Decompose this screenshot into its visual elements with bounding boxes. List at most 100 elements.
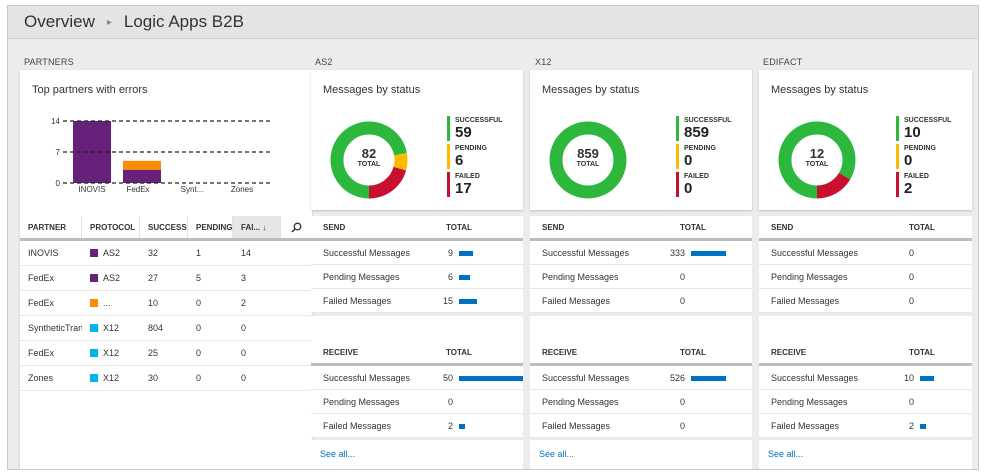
- as2-donut-chart: [330, 121, 408, 199]
- as2-donut-segment-pending[interactable]: [330, 121, 408, 199]
- partners-chart-title: Top partners with errors: [32, 84, 148, 96]
- protocol-label: X12: [103, 373, 120, 383]
- total-heading: TOTAL: [446, 222, 472, 232]
- cell-success: 10: [148, 298, 159, 308]
- total-heading: TOTAL: [909, 222, 935, 232]
- column-header-partner[interactable]: PARTNER: [20, 216, 82, 238]
- cell-protocol: AS2: [82, 248, 140, 258]
- x12-donut-total: 859 TOTAL: [563, 147, 613, 169]
- cell-partner: SyntheticTrans: [28, 323, 82, 333]
- list-item[interactable]: Successful Messages 0: [759, 241, 972, 265]
- as2-donut-segment-failed[interactable]: [330, 121, 408, 199]
- table-row[interactable]: FedEx AS2 27 5 3: [20, 266, 312, 291]
- legend-color-bar: [896, 116, 899, 141]
- list-item[interactable]: Pending Messages 0: [759, 390, 972, 414]
- cell-partner: FedEx: [28, 298, 55, 308]
- edifact-status-title: Messages by status: [771, 84, 869, 96]
- edifact-see-all-link[interactable]: See all...: [768, 449, 804, 459]
- receive-list-header: RECEIVE TOTAL: [530, 341, 752, 366]
- message-label: Successful Messages: [323, 248, 411, 258]
- legend-label: SUCCESSFUL: [455, 117, 503, 124]
- legend-value: 0: [684, 180, 693, 197]
- list-item[interactable]: Failed Messages 2: [311, 414, 523, 438]
- column-header-pending[interactable]: PENDING: [188, 216, 233, 238]
- protocol-color-swatch: [90, 249, 98, 257]
- legend-value: 0: [684, 152, 693, 169]
- message-label: Failed Messages: [771, 421, 840, 431]
- legend-value: 10: [904, 124, 921, 141]
- protocol-color-swatch: [90, 374, 98, 382]
- list-item[interactable]: Failed Messages 0: [530, 289, 752, 313]
- list-item[interactable]: Pending Messages 6: [311, 265, 523, 289]
- table-header: PARTNER PROTOCOL SUCCESS PENDING FAI... …: [20, 216, 312, 241]
- send-list-header: SEND TOTAL: [759, 216, 972, 241]
- list-item[interactable]: Pending Messages 0: [530, 265, 752, 289]
- list-item[interactable]: Failed Messages 15: [311, 289, 523, 313]
- breadcrumb: Overview ▸ Logic Apps B2B: [8, 6, 978, 39]
- section-title-partners: PARTNERS: [24, 57, 74, 67]
- message-count: 0: [679, 421, 685, 431]
- list-item[interactable]: Successful Messages 526: [530, 366, 752, 390]
- column-header-protocol[interactable]: PROTOCOL: [82, 216, 140, 238]
- bar-fedex-series-0[interactable]: [123, 169, 161, 183]
- list-item[interactable]: Successful Messages 50: [311, 366, 523, 390]
- message-count-bar: [459, 275, 470, 280]
- send-list-header: SEND TOTAL: [311, 216, 523, 241]
- legend-item-failed: FAILED 0: [676, 172, 731, 200]
- legend-label: PENDING: [684, 145, 716, 152]
- list-item[interactable]: Pending Messages 0: [759, 265, 972, 289]
- partners-bar-chart: 14 7 0 INOVIS FedEx Synt... Zones: [51, 117, 270, 194]
- x12-footer: [530, 440, 752, 469]
- message-count: 526: [669, 373, 685, 383]
- legend-value: 2: [904, 180, 913, 197]
- message-label: Pending Messages: [771, 397, 848, 407]
- list-item[interactable]: Pending Messages 0: [530, 390, 752, 414]
- legend-color-bar: [447, 144, 450, 169]
- message-label: Failed Messages: [771, 296, 840, 306]
- cell-failed: 3: [241, 273, 247, 283]
- list-item[interactable]: Successful Messages 333: [530, 241, 752, 265]
- list-item[interactable]: Successful Messages 10: [759, 366, 972, 390]
- search-icon[interactable]: [281, 216, 312, 238]
- cell-protocol: AS2: [82, 273, 140, 283]
- bar-fedex-series-1[interactable]: [123, 160, 161, 170]
- legend-item-pending: PENDING 0: [896, 144, 951, 172]
- message-count: 2: [447, 421, 453, 431]
- table-row[interactable]: Zones X12 30 0 0: [20, 366, 312, 391]
- cell-pending: 1: [196, 248, 202, 258]
- legend-color-bar: [896, 144, 899, 169]
- column-header-success[interactable]: SUCCESS: [140, 216, 188, 238]
- list-item[interactable]: Successful Messages 9: [311, 241, 523, 265]
- as2-status-card: Messages by status 82 TOTAL SUCCESSFUL 59 PEN…: [311, 70, 523, 210]
- x-label-zones: Zones: [231, 185, 253, 194]
- list-item[interactable]: Failed Messages 0: [759, 289, 972, 313]
- table-row[interactable]: FedEx... 10 0 2: [20, 291, 312, 316]
- x12-see-all-link[interactable]: See all...: [539, 449, 575, 459]
- protocol-color-swatch: [90, 274, 98, 282]
- list-item[interactable]: Failed Messages 2: [759, 414, 972, 438]
- message-label: Pending Messages: [771, 272, 848, 282]
- cell-pending: 0: [196, 373, 202, 383]
- as2-status-legend: SUCCESSFUL 59 PENDING 6 FAILED 17: [447, 116, 502, 200]
- edifact-donut-segment-failed[interactable]: [778, 121, 856, 199]
- legend-value: 0: [904, 152, 913, 169]
- list-spacer: [311, 316, 523, 341]
- as2-see-all-link[interactable]: See all...: [320, 449, 356, 459]
- cell-protocol: ...: [82, 298, 140, 308]
- cell-success: 32: [148, 248, 159, 258]
- table-row[interactable]: INOVIS AS2 32 1 14: [20, 241, 312, 266]
- table-row[interactable]: FedEx X12 25 0 0: [20, 341, 312, 366]
- edifact-send-list: SEND TOTAL Successful Messages 0 Pending Mes…: [759, 216, 972, 313]
- x12-status-legend: SUCCESSFUL 859 PENDING 0 FAILED 0: [676, 116, 731, 200]
- list-item[interactable]: Pending Messages 0: [311, 390, 523, 414]
- total-heading: TOTAL: [680, 347, 706, 357]
- column-header-failed[interactable]: FAI... ↓: [233, 216, 281, 238]
- table-row[interactable]: SyntheticTrans X12 804 0 0: [20, 316, 312, 341]
- x12-donut-segment-successful[interactable]: [549, 121, 627, 199]
- total-heading: TOTAL: [680, 222, 706, 232]
- cell-success: 804: [148, 323, 164, 333]
- total-label: TOTAL: [357, 161, 381, 168]
- breadcrumb-overview[interactable]: Overview: [24, 12, 95, 31]
- list-item[interactable]: Failed Messages 0: [530, 414, 752, 438]
- legend-label: FAILED: [455, 173, 480, 180]
